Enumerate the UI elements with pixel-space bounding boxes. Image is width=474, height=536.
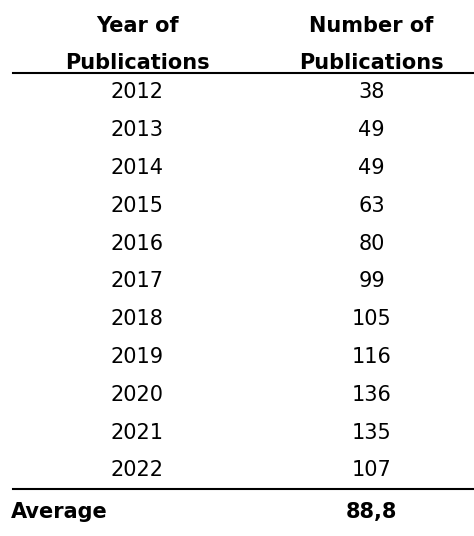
Text: 2018: 2018 — [110, 309, 164, 329]
Text: 2016: 2016 — [110, 234, 164, 254]
Text: 38: 38 — [358, 83, 385, 102]
Text: 107: 107 — [352, 460, 392, 480]
Text: 80: 80 — [358, 234, 385, 254]
Text: 2017: 2017 — [110, 271, 164, 292]
Text: Average: Average — [10, 502, 108, 522]
Text: 63: 63 — [358, 196, 385, 215]
Text: 105: 105 — [352, 309, 392, 329]
Text: 88,8: 88,8 — [346, 502, 397, 522]
Text: 2012: 2012 — [110, 83, 164, 102]
Text: 136: 136 — [352, 385, 392, 405]
Text: 2020: 2020 — [110, 385, 164, 405]
Text: 2013: 2013 — [110, 120, 164, 140]
Text: 2015: 2015 — [110, 196, 164, 215]
Text: 2014: 2014 — [110, 158, 164, 178]
Text: 135: 135 — [352, 422, 392, 443]
Text: 99: 99 — [358, 271, 385, 292]
Text: 49: 49 — [358, 120, 385, 140]
Text: Number of: Number of — [310, 16, 434, 36]
Text: 2019: 2019 — [110, 347, 164, 367]
Text: Publications: Publications — [65, 53, 210, 72]
Text: 116: 116 — [352, 347, 392, 367]
Text: 2021: 2021 — [110, 422, 164, 443]
Text: Publications: Publications — [299, 53, 444, 72]
Text: Year of: Year of — [96, 16, 178, 36]
Text: 49: 49 — [358, 158, 385, 178]
Text: 2022: 2022 — [110, 460, 164, 480]
